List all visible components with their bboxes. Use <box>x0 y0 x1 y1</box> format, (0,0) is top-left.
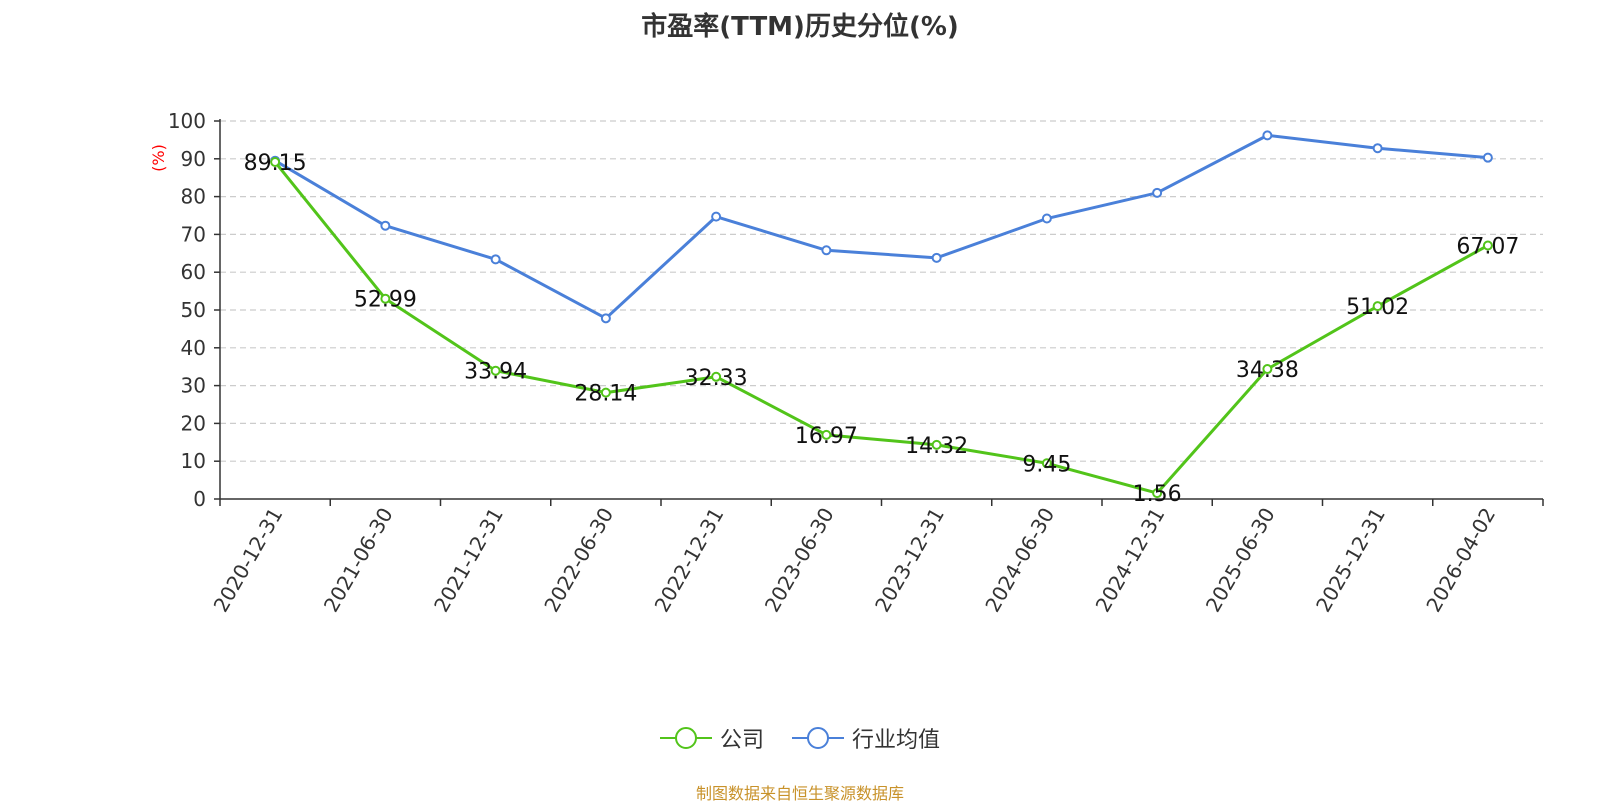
y-tick-label: 80 <box>181 185 206 209</box>
y-tick-label: 30 <box>181 374 206 398</box>
x-tick-label: 2023-06-30 <box>760 504 839 617</box>
industry-data-point <box>1372 143 1383 154</box>
company-data-point <box>270 157 281 168</box>
company-data-point <box>1262 364 1273 375</box>
x-tick-label: 2020-12-31 <box>209 504 288 617</box>
company-data-label: 34.38 <box>1236 358 1299 383</box>
legend-industry-marker-icon <box>792 727 844 749</box>
x-tick-label: 2025-12-31 <box>1311 504 1390 617</box>
legend: 公司 行业均值 <box>0 722 1600 754</box>
company-data-label: 9.45 <box>1022 452 1071 477</box>
industry-data-point <box>1482 152 1493 163</box>
y-tick-label: 10 <box>181 449 206 473</box>
y-tick-label: 20 <box>181 411 206 435</box>
x-tick-label: 2026-04-02 <box>1421 504 1500 617</box>
legend-industry-label: 行业均值 <box>852 728 941 753</box>
company-data-label: 52.99 <box>354 288 417 313</box>
axes: 0 10 20 30 40 50 60 70 80 90 100(%) 2020-12-31 2021-… <box>149 109 1544 617</box>
x-tick-label: 2022-06-30 <box>539 504 618 617</box>
company-data-label: 14.32 <box>905 434 968 459</box>
y-axis-unit-label: (%) <box>149 144 168 172</box>
company-data-label: 67.07 <box>1456 234 1519 259</box>
company-data-label: 32.33 <box>685 366 748 391</box>
data-labels: 89.15 52.99 33.94 28.14 32.33 16.97 14.32 9.45 1… <box>244 151 1520 507</box>
industry-data-point <box>490 254 501 265</box>
x-tick-label: 2023-12-31 <box>870 504 949 617</box>
x-tick-label: 2022-12-31 <box>650 504 729 617</box>
x-tick-label: 2024-12-31 <box>1091 504 1170 617</box>
y-tick-label: 60 <box>181 260 206 284</box>
company-data-point <box>931 439 942 450</box>
x-tick-label: 2024-06-30 <box>980 504 1059 617</box>
industry-data-point <box>1262 130 1273 141</box>
series-lines <box>270 130 1493 499</box>
company-series-line <box>273 161 1489 495</box>
legend-item-company[interactable]: 公司 <box>659 722 764 754</box>
industry-data-point <box>931 252 942 263</box>
x-tick-label: 2021-06-30 <box>319 504 398 617</box>
source-note: 制图数据来自恒生聚源数据库 <box>695 784 904 803</box>
company-data-label: 28.14 <box>574 382 637 407</box>
y-tick-label: 50 <box>181 298 206 322</box>
legend-company-marker-icon <box>659 727 712 749</box>
company-data-point <box>380 293 391 304</box>
company-data-label: 16.97 <box>795 424 858 449</box>
company-data-point <box>1482 240 1493 251</box>
company-data-label: 89.15 <box>244 151 307 176</box>
industry-data-point <box>1152 187 1163 198</box>
x-tick-label: 2021-12-31 <box>429 504 508 617</box>
legend-company-label: 公司 <box>719 728 764 753</box>
company-data-point <box>600 387 611 398</box>
company-data-point <box>1372 301 1383 312</box>
grid-lines <box>220 120 1543 462</box>
industry-data-point <box>711 211 722 222</box>
y-tick-label: 40 <box>181 336 206 360</box>
legend-item-industry[interactable]: 行业均值 <box>792 722 940 754</box>
y-tick-label: 90 <box>181 147 206 171</box>
y-tick-label: 100 <box>168 109 206 133</box>
industry-data-point <box>821 245 832 256</box>
industry-data-point <box>380 220 391 231</box>
x-tick-label: 2025-06-30 <box>1201 504 1280 617</box>
company-data-point <box>1041 458 1052 469</box>
company-data-point <box>711 371 722 382</box>
company-data-point <box>821 429 832 440</box>
industry-data-point <box>600 313 611 324</box>
company-data-point <box>1152 488 1163 499</box>
y-tick-label: 0 <box>193 487 206 511</box>
company-data-point <box>490 365 501 376</box>
company-data-label: 1.56 <box>1133 482 1182 507</box>
y-tick-label: 70 <box>181 222 206 246</box>
industry-series-line <box>274 133 1489 320</box>
industry-data-point <box>1041 213 1052 224</box>
company-data-label: 51.02 <box>1346 295 1409 320</box>
chart-title: 市盈率(TTM)历史分位(%) <box>641 12 959 42</box>
company-data-label: 33.94 <box>464 360 527 385</box>
